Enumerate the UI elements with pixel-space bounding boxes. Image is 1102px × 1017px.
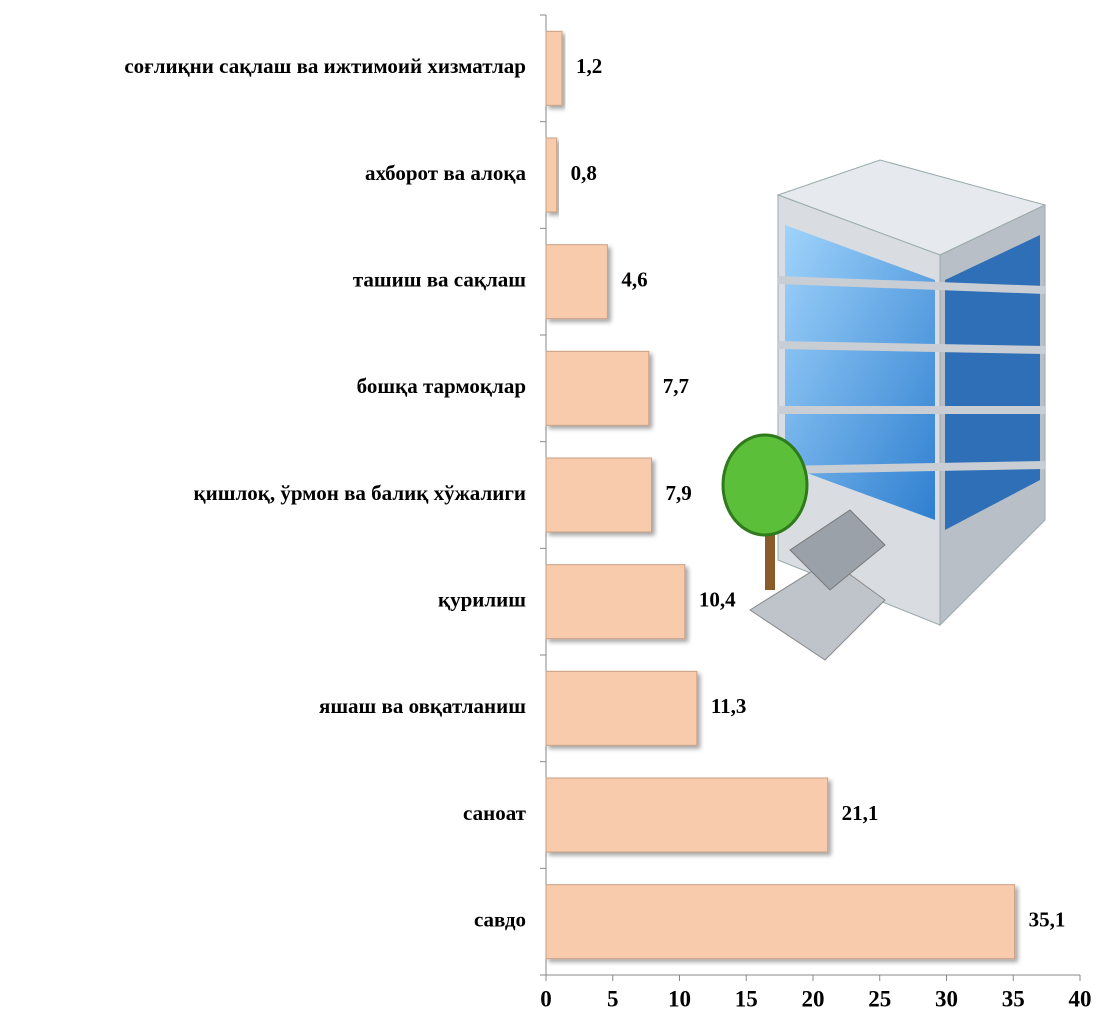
y-tick-label: қурилиш [438,587,526,611]
value-label: 4,6 [621,267,647,291]
value-label: 35,1 [1029,907,1066,931]
building-illustration [721,159,1047,661]
value-label: 1,2 [576,54,602,78]
bar [545,457,652,533]
x-tick-label: 25 [868,986,891,1011]
x-tick-label: 30 [935,986,958,1011]
bar [545,670,698,746]
x-tick-label: 15 [735,986,758,1011]
x-tick-label: 0 [540,986,552,1011]
x-tick-label: 35 [1002,986,1025,1011]
value-label: 7,7 [663,374,689,398]
x-tick-label: 10 [668,986,691,1011]
value-label: 21,1 [842,801,879,825]
y-tick-label: ташиш ва сақлаш [353,267,526,291]
value-label: 10,4 [699,587,736,611]
bar [545,777,829,853]
x-tick-label: 20 [802,986,825,1011]
y-tick-label: қишлоқ, ўрмон ва балиқ хўжалиги [194,481,526,505]
bar [545,884,1016,960]
y-tick-label: соғлиқни сақлаш ва ижтимоий хизматлар [124,54,526,78]
y-tick-label: бошқа тармоқлар [357,374,526,398]
bar [545,30,563,106]
value-label: 0,8 [571,161,597,185]
y-tick-label: саноат [463,801,527,825]
bar [545,564,686,640]
value-label: 7,9 [665,481,691,505]
bar [545,137,558,213]
value-label: 11,3 [711,694,747,718]
y-tick-label: савдо [474,907,526,931]
y-tick-label: яшаш ва овқатланиш [319,694,526,718]
bar [545,350,650,426]
x-tick-label: 5 [607,986,619,1011]
bar [545,244,608,320]
x-tick-label: 40 [1069,986,1092,1011]
y-tick-label: ахборот ва алоқа [365,161,527,185]
